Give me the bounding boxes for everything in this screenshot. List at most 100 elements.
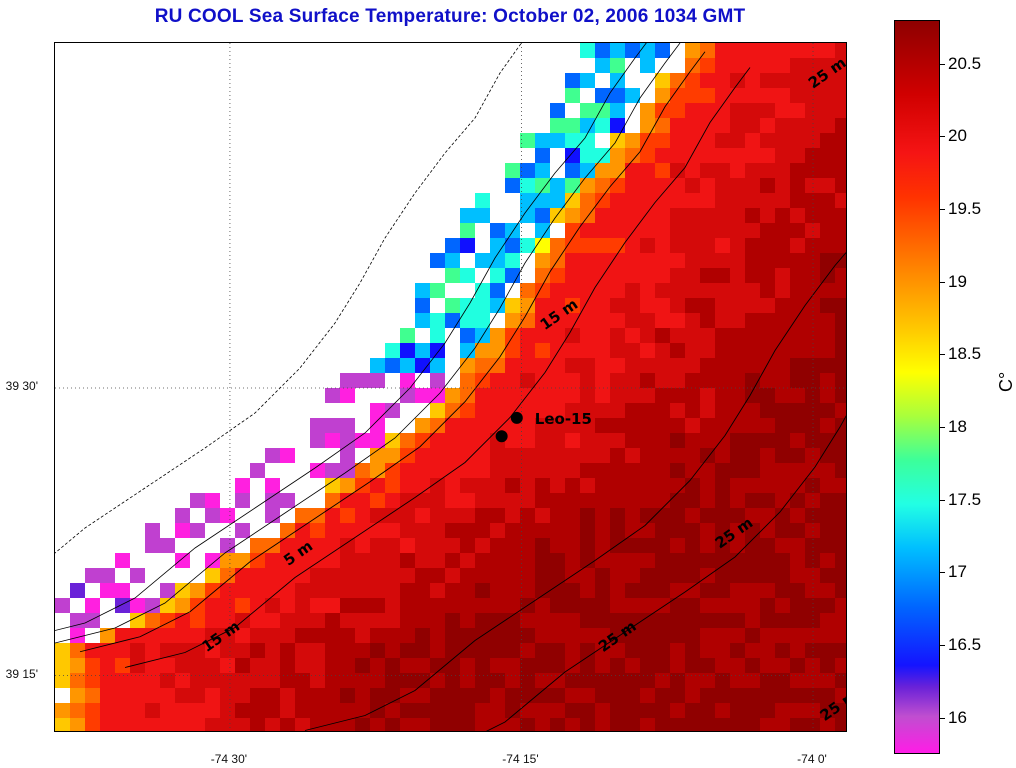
sst-pixel: [100, 688, 115, 703]
sst-pixels: [55, 43, 846, 731]
sst-pixel: [760, 568, 775, 583]
sst-pixel: [670, 703, 685, 718]
sst-pixel: [250, 583, 265, 598]
sst-pixel: [160, 718, 175, 731]
sst-pixel: [565, 718, 580, 731]
sst-pixel: [805, 388, 820, 403]
sst-pixel: [445, 478, 460, 493]
sst-pixel: [760, 688, 775, 703]
sst-pixel: [775, 673, 790, 688]
sst-pixel: [595, 253, 610, 268]
sst-pixel: [490, 523, 505, 538]
sst-pixel: [790, 298, 805, 313]
sst-pixel: [475, 418, 490, 433]
sst-pixel: [145, 538, 160, 553]
sst-pixel: [700, 133, 715, 148]
sst-pixel: [655, 208, 670, 223]
sst-pixel: [295, 508, 310, 523]
sst-pixel: [475, 718, 490, 731]
sst-pixel: [685, 403, 700, 418]
sst-pixel: [490, 718, 505, 731]
sst-pixel: [370, 523, 385, 538]
sst-pixel: [610, 118, 625, 133]
sst-pixel: [445, 433, 460, 448]
sst-pixel: [250, 643, 265, 658]
sst-pixel: [730, 358, 745, 373]
sst-pixel: [775, 253, 790, 268]
sst-pixel: [220, 658, 235, 673]
sst-pixel: [115, 673, 130, 688]
sst-pixel: [730, 88, 745, 103]
sst-pixel: [355, 703, 370, 718]
sst-pixel: [670, 523, 685, 538]
sst-pixel: [160, 673, 175, 688]
sst-pixel: [265, 628, 280, 643]
sst-pixel: [745, 448, 760, 463]
sst-pixel: [310, 418, 325, 433]
sst-pixel: [685, 118, 700, 133]
sst-pixel: [640, 493, 655, 508]
sst-pixel: [625, 448, 640, 463]
sst-pixel: [505, 673, 520, 688]
sst-pixel: [250, 688, 265, 703]
sst-pixel: [235, 478, 250, 493]
sst-pixel: [835, 238, 846, 253]
sst-pixel: [310, 583, 325, 598]
sst-pixel: [415, 658, 430, 673]
sst-pixel: [610, 703, 625, 718]
sst-pixel: [595, 148, 610, 163]
sst-pixel: [760, 658, 775, 673]
sst-pixel: [700, 298, 715, 313]
sst-pixel: [475, 598, 490, 613]
sst-pixel: [700, 163, 715, 178]
sst-pixel: [685, 568, 700, 583]
sst-pixel: [820, 238, 835, 253]
latitude-tick-label: 39 15': [5, 666, 38, 681]
sst-pixel: [775, 328, 790, 343]
sst-pixel: [715, 238, 730, 253]
sst-pixel: [625, 628, 640, 643]
sst-pixel: [565, 598, 580, 613]
sst-pixel: [775, 463, 790, 478]
station-marker: [510, 411, 523, 424]
sst-pixel: [130, 703, 145, 718]
sst-pixel: [775, 688, 790, 703]
sst-pixel: [745, 553, 760, 568]
sst-pixel: [745, 73, 760, 88]
sst-pixel: [670, 178, 685, 193]
sst-pixel: [340, 568, 355, 583]
sst-pixel: [655, 373, 670, 388]
sst-pixel: [250, 718, 265, 731]
sst-pixel: [685, 223, 700, 238]
sst-pixel: [475, 208, 490, 223]
sst-pixel: [715, 688, 730, 703]
sst-pixel: [685, 493, 700, 508]
sst-pixel: [745, 673, 760, 688]
sst-pixel: [715, 343, 730, 358]
sst-pixel: [475, 643, 490, 658]
sst-map[interactable]: 5 m 15 m 15 m 25 m 25 m 25 m 25 m Leo-15: [54, 42, 847, 732]
sst-pixel: [640, 553, 655, 568]
sst-pixel: [475, 493, 490, 508]
sst-pixel: [580, 163, 595, 178]
sst-pixel: [595, 673, 610, 688]
sst-pixel: [610, 673, 625, 688]
sst-pixel: [745, 238, 760, 253]
sst-pixel: [340, 433, 355, 448]
sst-pixel: [835, 313, 846, 328]
sst-pixel: [535, 433, 550, 448]
sst-pixel: [670, 103, 685, 118]
sst-pixel: [775, 223, 790, 238]
sst-pixel: [595, 163, 610, 178]
sst-pixel: [805, 628, 820, 643]
sst-pixel: [625, 163, 640, 178]
sst-pixel: [220, 598, 235, 613]
sst-pixel: [715, 103, 730, 118]
sst-pixel: [820, 103, 835, 118]
colorbar-tick-mark: [939, 717, 945, 719]
sst-pixel: [610, 178, 625, 193]
sst-pixel: [760, 313, 775, 328]
sst-pixel: [790, 148, 805, 163]
sst-pixel: [475, 313, 490, 328]
